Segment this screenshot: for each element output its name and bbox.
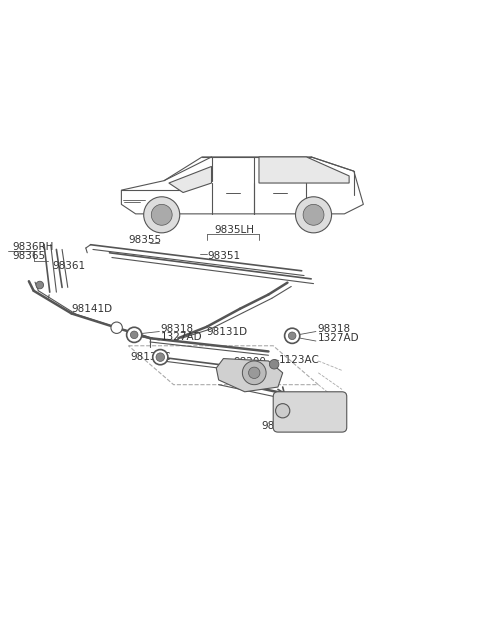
Circle shape [276,404,290,418]
Circle shape [131,331,138,339]
Circle shape [288,332,296,340]
Text: 98131D: 98131D [207,327,248,337]
Circle shape [36,282,44,289]
FancyBboxPatch shape [273,392,347,432]
Text: 98365: 98365 [12,251,46,261]
Circle shape [303,204,324,225]
Circle shape [144,197,180,233]
Text: 1327AD: 1327AD [317,333,359,343]
Circle shape [151,204,172,225]
Text: 9835LH: 9835LH [214,226,254,236]
Text: 98200: 98200 [234,357,267,367]
Polygon shape [259,157,349,183]
Circle shape [296,197,332,233]
Circle shape [249,367,260,379]
Text: 98318: 98318 [317,324,350,334]
Text: 1327AD: 1327AD [161,332,203,342]
Text: 98351: 98351 [208,251,241,261]
Circle shape [111,322,122,334]
Circle shape [156,353,165,361]
Text: 9836RH: 9836RH [12,242,54,252]
Circle shape [127,327,142,342]
Polygon shape [216,359,283,392]
Polygon shape [169,166,212,192]
Text: 98355: 98355 [129,235,162,245]
Circle shape [269,359,279,369]
Text: 98100: 98100 [261,421,294,431]
Text: 98318: 98318 [161,324,194,334]
Text: 1123AC: 1123AC [279,354,320,364]
Text: 98131C: 98131C [130,352,170,362]
Circle shape [242,361,266,385]
Text: 98361: 98361 [53,261,86,271]
Circle shape [285,328,300,344]
Text: 98141D: 98141D [72,303,113,314]
Circle shape [153,350,168,365]
